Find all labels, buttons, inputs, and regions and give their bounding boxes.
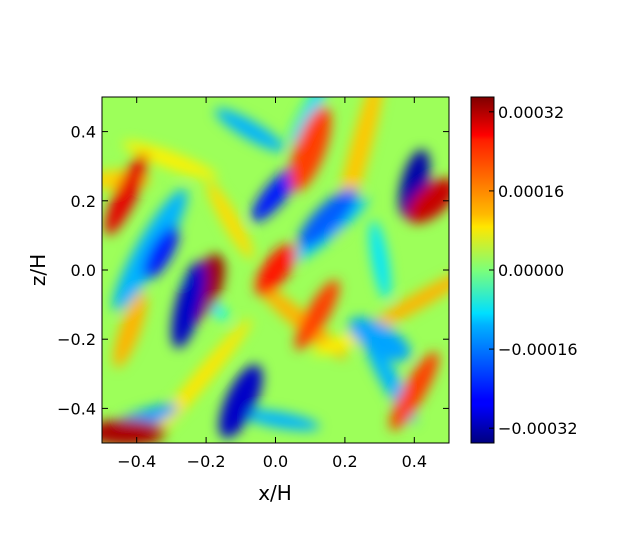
- field-streak: [253, 280, 347, 360]
- y-tick-label: 0.4: [71, 123, 96, 142]
- colorbar-ticks: −0.00032 −0.00016 0.00000 0.00016 0.00032: [489, 103, 578, 438]
- field-streak: [369, 220, 391, 300]
- field-streak: [367, 269, 449, 331]
- field-streak: [113, 292, 147, 368]
- colorbar-tick-label: 0.00032: [498, 103, 564, 122]
- x-axis-label: x/H: [258, 481, 292, 505]
- field-vortex: [398, 149, 430, 218]
- field-vortex: [104, 152, 148, 235]
- y-tick-label: −0.4: [57, 399, 96, 418]
- field-vortex: [389, 351, 439, 431]
- field-streak: [122, 141, 218, 179]
- y-tick-label: −0.2: [57, 330, 96, 349]
- colorbar-tick-label: −0.00032: [498, 419, 578, 438]
- x-axis-ticks: −0.4 −0.2 0.0 0.2 0.4: [117, 97, 427, 471]
- x-tick-label: 0.0: [263, 452, 288, 471]
- field-vortex: [219, 364, 263, 439]
- y-tick-label: 0.0: [71, 261, 96, 280]
- x-tick-label: 0.4: [402, 452, 427, 471]
- field-vortex: [143, 226, 179, 280]
- field-vortex: [102, 419, 167, 443]
- y-axis-label: z/H: [26, 254, 50, 286]
- field-vortex: [406, 178, 449, 224]
- field-streak: [289, 97, 331, 145]
- field-vortex: [297, 188, 358, 248]
- field-vortex: [348, 317, 411, 361]
- y-tick-label: 0.2: [71, 192, 96, 211]
- field-streak: [240, 409, 320, 431]
- colorbar-tick-label: 0.00000: [498, 261, 564, 280]
- field-vortex: [294, 279, 340, 351]
- heatmap-field: [102, 97, 449, 443]
- colorbar-tick-label: 0.00016: [498, 182, 564, 201]
- field-vortex: [289, 106, 332, 192]
- field-features: [102, 97, 449, 443]
- field-vortex: [251, 166, 300, 222]
- field-vortex: [171, 261, 206, 349]
- field-streak: [215, 108, 285, 152]
- y-axis-ticks: −0.4 −0.2 0.0 0.2 0.4: [57, 123, 449, 418]
- field-vortex: [255, 244, 296, 296]
- colorbar-tick-label: −0.00016: [498, 340, 578, 359]
- x-tick-label: −0.4: [117, 452, 156, 471]
- field-streak: [206, 180, 254, 260]
- x-tick-label: 0.2: [332, 452, 357, 471]
- x-tick-label: −0.2: [187, 452, 226, 471]
